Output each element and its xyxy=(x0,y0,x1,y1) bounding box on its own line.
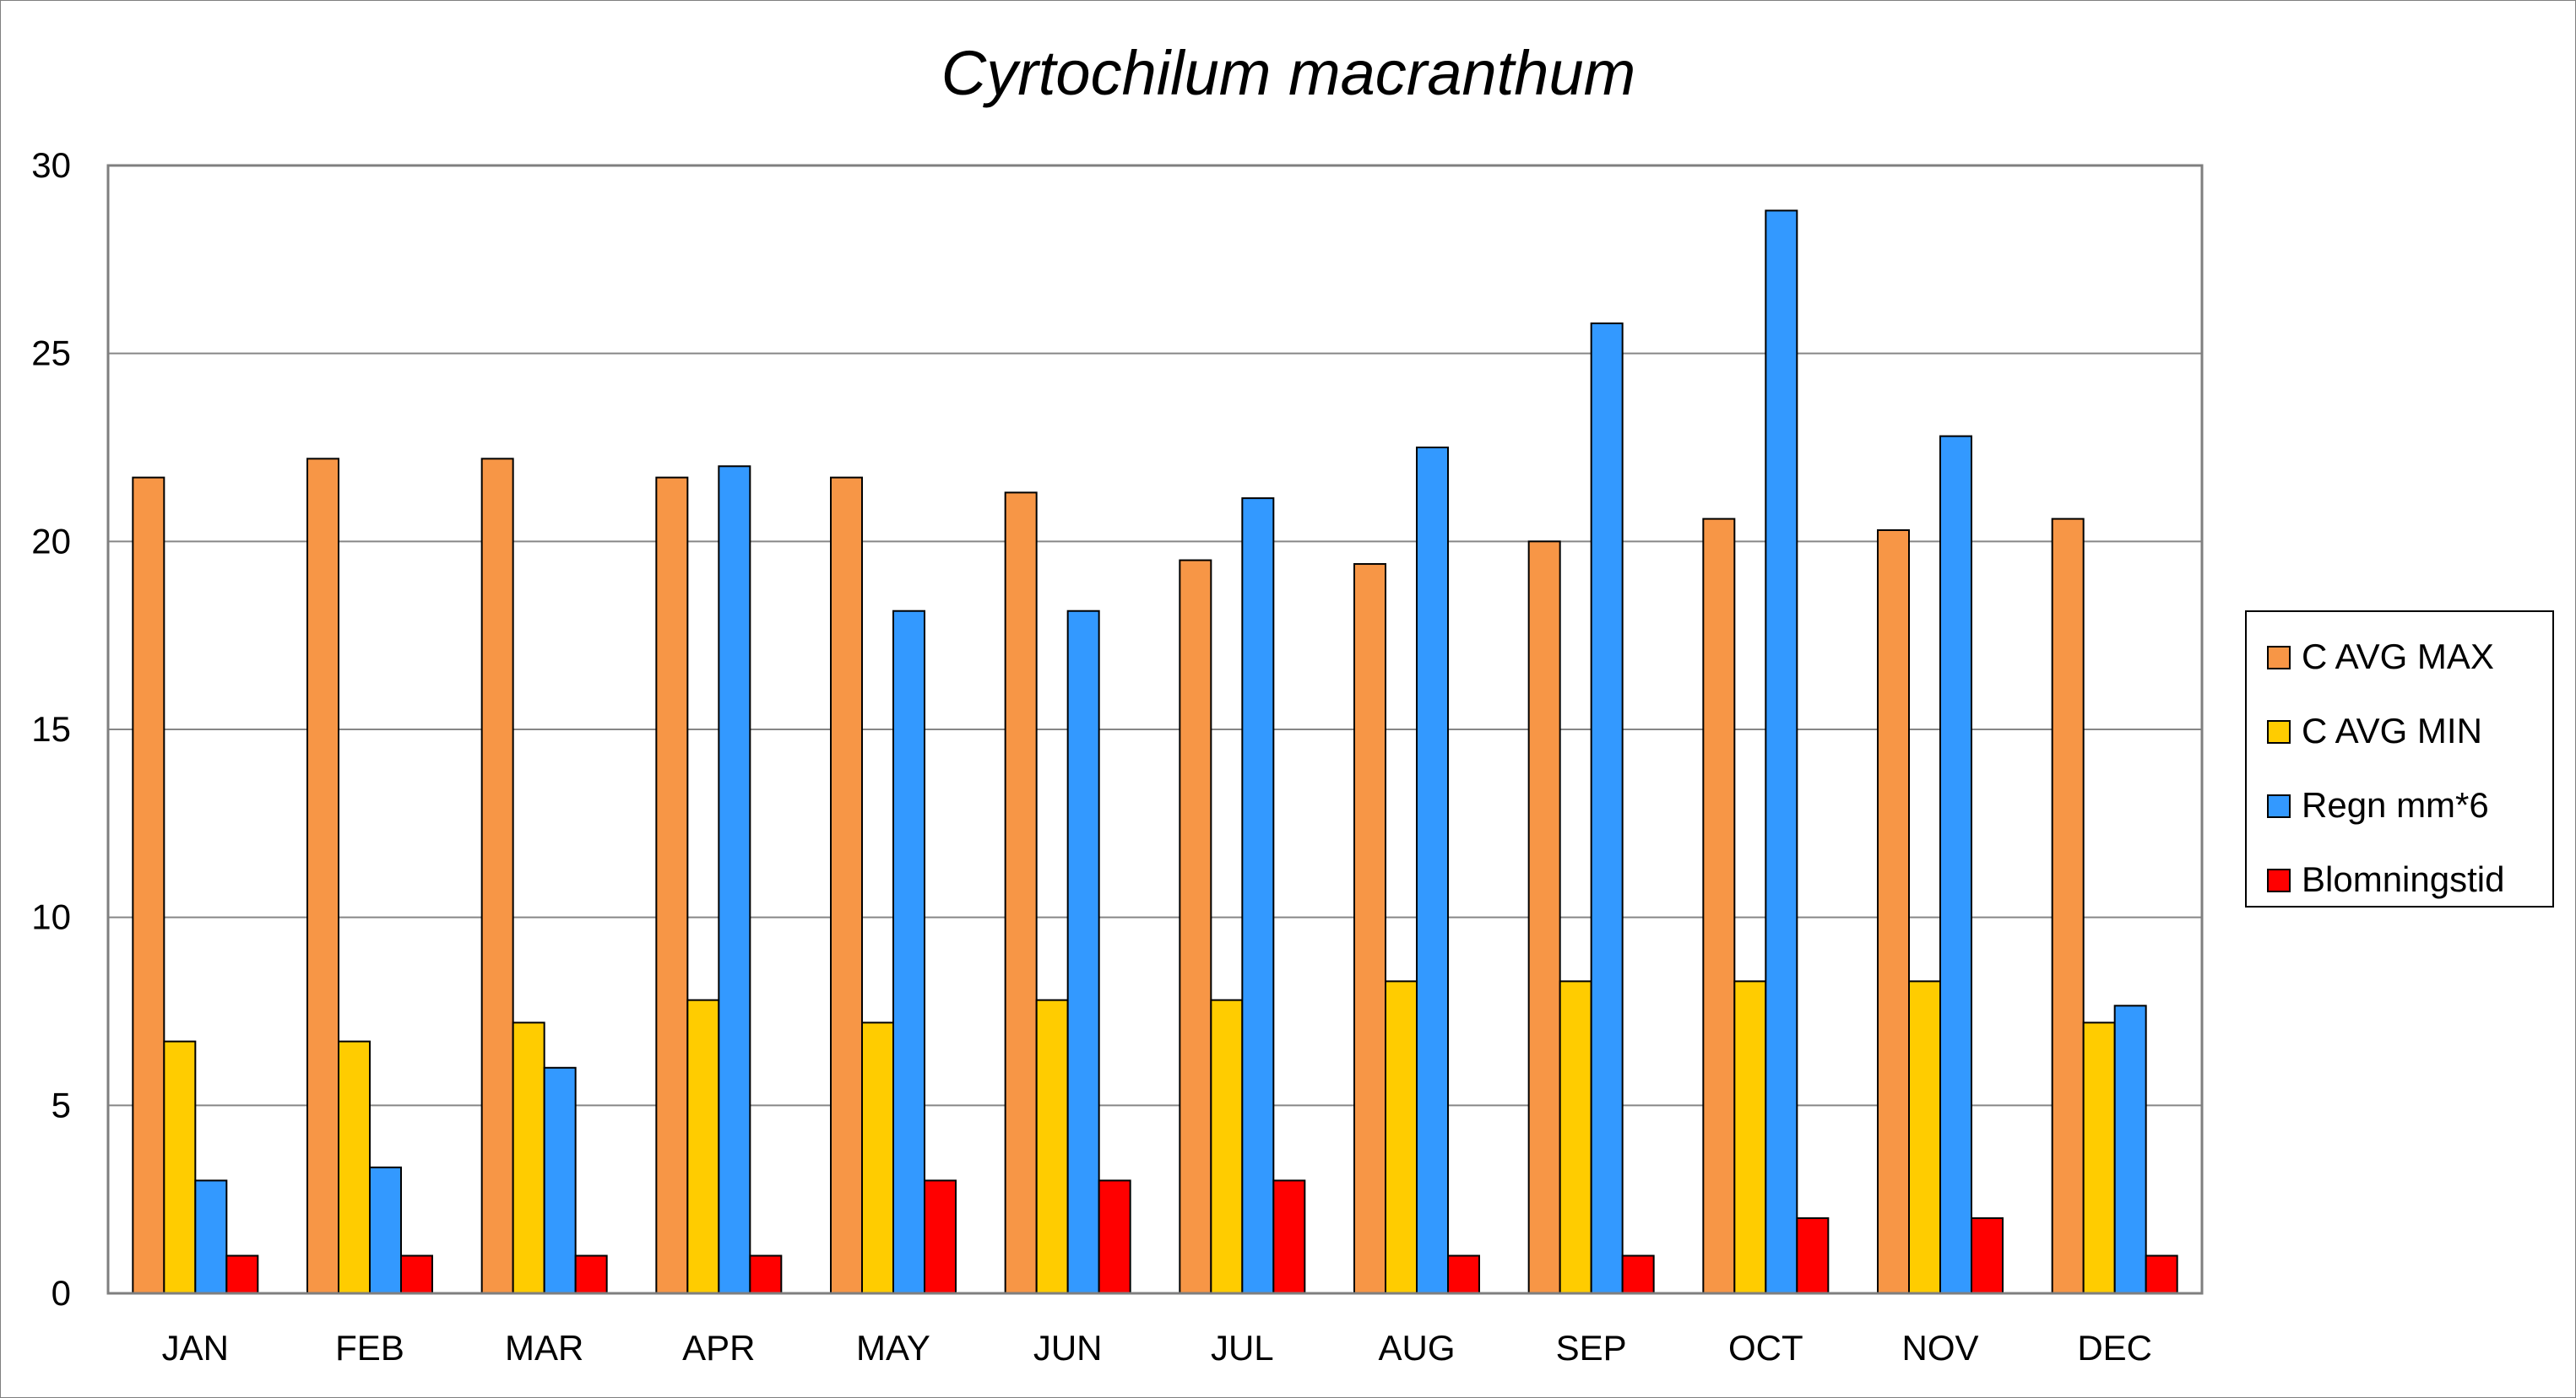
x-tick-label-aug: AUG xyxy=(1378,1328,1455,1368)
legend-box xyxy=(2245,610,2554,908)
bar-blomningstid-mar xyxy=(574,1254,608,1295)
bar-blomningstid-jun xyxy=(1098,1179,1131,1295)
legend: C AVG MAX C AVG MIN Regn mm*6 Blomningstid xyxy=(2245,610,2554,908)
bar-c-avg-max-sep xyxy=(1527,540,1561,1294)
bar-c-avg-max-jun xyxy=(1004,491,1038,1294)
bar-c-avg-min-jan xyxy=(163,1040,197,1295)
y-tick-label: 0 xyxy=(52,1273,71,1313)
x-tick-label-dec: DEC xyxy=(2077,1328,2152,1368)
y-tick-label: 30 xyxy=(31,145,71,185)
bar-regn-mm-6-sep xyxy=(1590,322,1624,1294)
legend-swatch xyxy=(2267,794,2291,818)
bar-c-avg-min-nov xyxy=(1908,980,1941,1294)
legend-swatch xyxy=(2267,646,2291,669)
bar-regn-mm-6-dec xyxy=(2113,1005,2147,1294)
bar-regn-mm-6-mar xyxy=(543,1066,577,1295)
x-tick-label-jul: JUL xyxy=(1211,1328,1274,1368)
bar-c-avg-min-feb xyxy=(338,1040,371,1295)
x-tick-label-mar: MAR xyxy=(505,1328,583,1368)
legend-label: C AVG MAX xyxy=(2302,637,2494,676)
bar-c-avg-min-sep xyxy=(1559,980,1592,1294)
bar-c-avg-min-aug xyxy=(1385,980,1418,1294)
bar-c-avg-min-apr xyxy=(686,999,720,1294)
bar-c-avg-min-jul xyxy=(1210,999,1244,1294)
y-tick-label: 20 xyxy=(31,521,71,561)
legend-label: C AVG MIN xyxy=(2302,711,2482,750)
bar-regn-mm-6-feb xyxy=(369,1166,402,1295)
bar-c-avg-max-jan xyxy=(132,476,165,1294)
bar-blomningstid-aug xyxy=(1447,1254,1480,1295)
plot-area xyxy=(106,164,2204,1295)
bar-blomningstid-sep xyxy=(1621,1254,1655,1295)
bar-blomningstid-jul xyxy=(1272,1179,1306,1295)
bar-blomningstid-apr xyxy=(749,1254,783,1295)
x-tick-label-may: MAY xyxy=(856,1328,930,1368)
y-tick-label: 5 xyxy=(52,1085,71,1124)
x-tick-label-feb: FEB xyxy=(335,1328,404,1368)
bar-regn-mm-6-aug xyxy=(1416,447,1449,1294)
x-tick-label-jan: JAN xyxy=(162,1328,229,1368)
bar-c-avg-max-aug xyxy=(1353,563,1386,1294)
x-tick-label-oct: OCT xyxy=(1728,1328,1803,1368)
y-axis: 0 5 10 15 20 25 30 xyxy=(31,145,71,1313)
chart-title: Cyrtochilum macranthum xyxy=(941,38,1635,108)
bar-c-avg-min-jun xyxy=(1035,999,1069,1294)
bar-c-avg-max-mar xyxy=(480,458,514,1294)
bar-blomningstid-jan xyxy=(225,1254,259,1295)
x-tick-label-jun: JUN xyxy=(1033,1328,1103,1368)
bar-regn-mm-6-apr xyxy=(718,465,751,1294)
bar-c-avg-min-oct xyxy=(1733,980,1767,1294)
bar-blomningstid-dec xyxy=(2145,1254,2178,1295)
x-tick-label-apr: APR xyxy=(682,1328,755,1368)
bar-regn-mm-6-jan xyxy=(194,1179,228,1295)
y-tick-label: 10 xyxy=(31,897,71,937)
bar-c-avg-max-apr xyxy=(655,476,689,1294)
bar-regn-mm-6-jul xyxy=(1241,497,1275,1294)
bar-c-avg-max-may xyxy=(830,476,863,1294)
bar-c-avg-max-jul xyxy=(1179,559,1212,1294)
gridlines xyxy=(108,352,2202,1107)
bar-c-avg-min-dec xyxy=(2082,1021,2116,1294)
x-tick-label-nov: NOV xyxy=(1901,1328,1978,1368)
bar-c-avg-max-dec xyxy=(2051,517,2085,1294)
legend-swatch xyxy=(2267,720,2291,744)
bar-regn-mm-6-oct xyxy=(1765,209,1798,1295)
x-axis: JAN FEB MAR APR MAY JUN JUL AUG SEP OCT NOV DEC xyxy=(162,1328,2152,1368)
bar-c-avg-max-nov xyxy=(1877,528,1910,1294)
bar-regn-mm-6-nov xyxy=(1939,435,1972,1294)
legend-label: Regn mm*6 xyxy=(2302,785,2489,825)
bars xyxy=(132,209,2178,1295)
bar-regn-mm-6-jun xyxy=(1066,610,1100,1294)
bar-c-avg-max-feb xyxy=(306,458,339,1294)
bar-c-avg-min-may xyxy=(861,1021,894,1294)
bar-blomningstid-feb xyxy=(400,1254,433,1295)
y-tick-label: 25 xyxy=(31,333,71,373)
bar-c-avg-max-oct xyxy=(1702,517,1736,1294)
y-tick-label: 15 xyxy=(31,709,71,749)
bar-c-avg-min-mar xyxy=(512,1021,545,1294)
legend-label: Blomningstid xyxy=(2302,859,2504,899)
bar-regn-mm-6-may xyxy=(892,610,925,1294)
bar-blomningstid-nov xyxy=(1971,1216,2004,1295)
x-tick-label-sep: SEP xyxy=(1556,1328,1627,1368)
bar-blomningstid-oct xyxy=(1796,1216,1830,1295)
legend-swatch xyxy=(2267,869,2291,892)
bar-blomningstid-may xyxy=(924,1179,957,1295)
